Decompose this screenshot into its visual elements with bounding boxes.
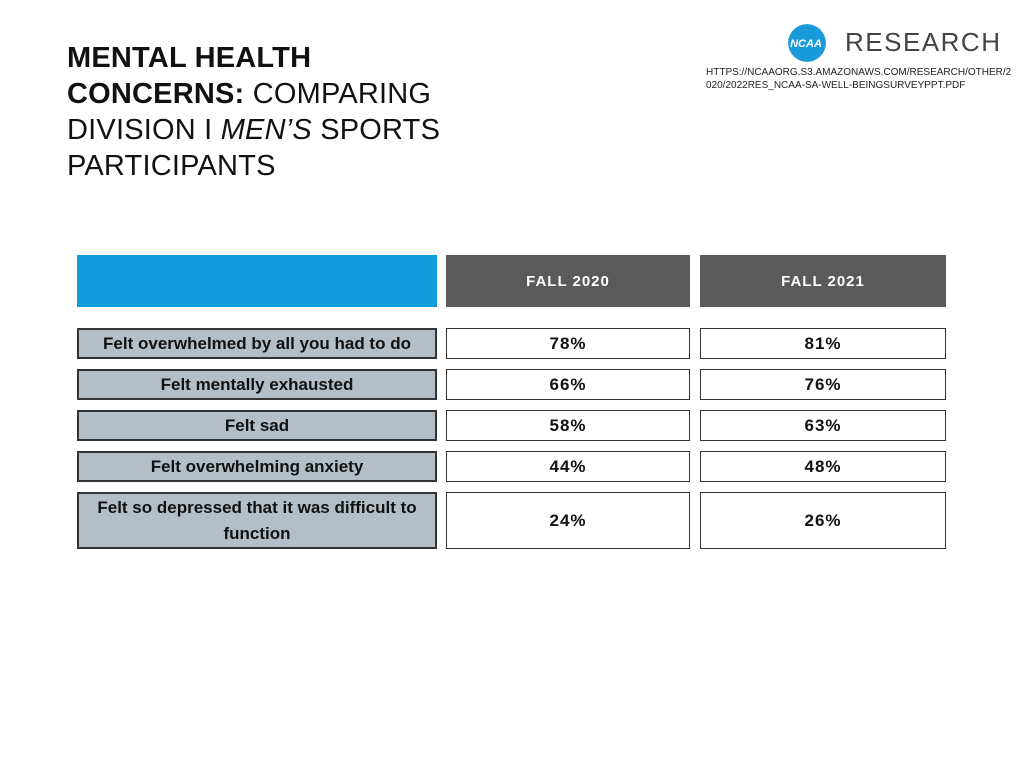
header-blank [77, 255, 437, 307]
title-part2: SPORTS PARTICIPANTS [67, 114, 441, 182]
row-value: 44% [446, 451, 690, 482]
row-value: 81% [700, 328, 946, 359]
row-value: 63% [700, 410, 946, 441]
title-bold: MENTAL HEALTH CONCERNS: [67, 42, 312, 110]
svg-text:NCAA: NCAA [790, 38, 822, 50]
column-header-fall-2020: FALL 2020 [446, 255, 690, 307]
row-value: 48% [700, 451, 946, 482]
row-value: 58% [446, 410, 690, 441]
row-value: 76% [700, 369, 946, 400]
row-label: Felt overwhelmed by all you had to do [77, 328, 437, 359]
logo-text: RESEARCH [845, 27, 1002, 57]
page-title: MENTAL HEALTH CONCERNS: COMPARING DIVISI… [67, 40, 487, 184]
row-value: 66% [446, 369, 690, 400]
row-label: Felt mentally exhausted [77, 369, 437, 400]
source-url: HTTPS://NCAAORG.S3.AMAZONAWS.COM/RESEARC… [706, 67, 1012, 91]
ncaa-logo-icon: NCAA [788, 24, 826, 62]
row-label: Felt sad [77, 410, 437, 441]
title-part1: COMPARING DIVISION I [67, 78, 432, 146]
row-value: 26% [700, 492, 946, 549]
row-label: Felt so depressed that it was difficult … [77, 492, 437, 549]
row-label: Felt overwhelming anxiety [77, 451, 437, 482]
row-value: 24% [446, 492, 690, 549]
row-value: 78% [446, 328, 690, 359]
column-header-fall-2021: FALL 2021 [700, 255, 946, 307]
title-italic: MEN’S [220, 114, 312, 146]
